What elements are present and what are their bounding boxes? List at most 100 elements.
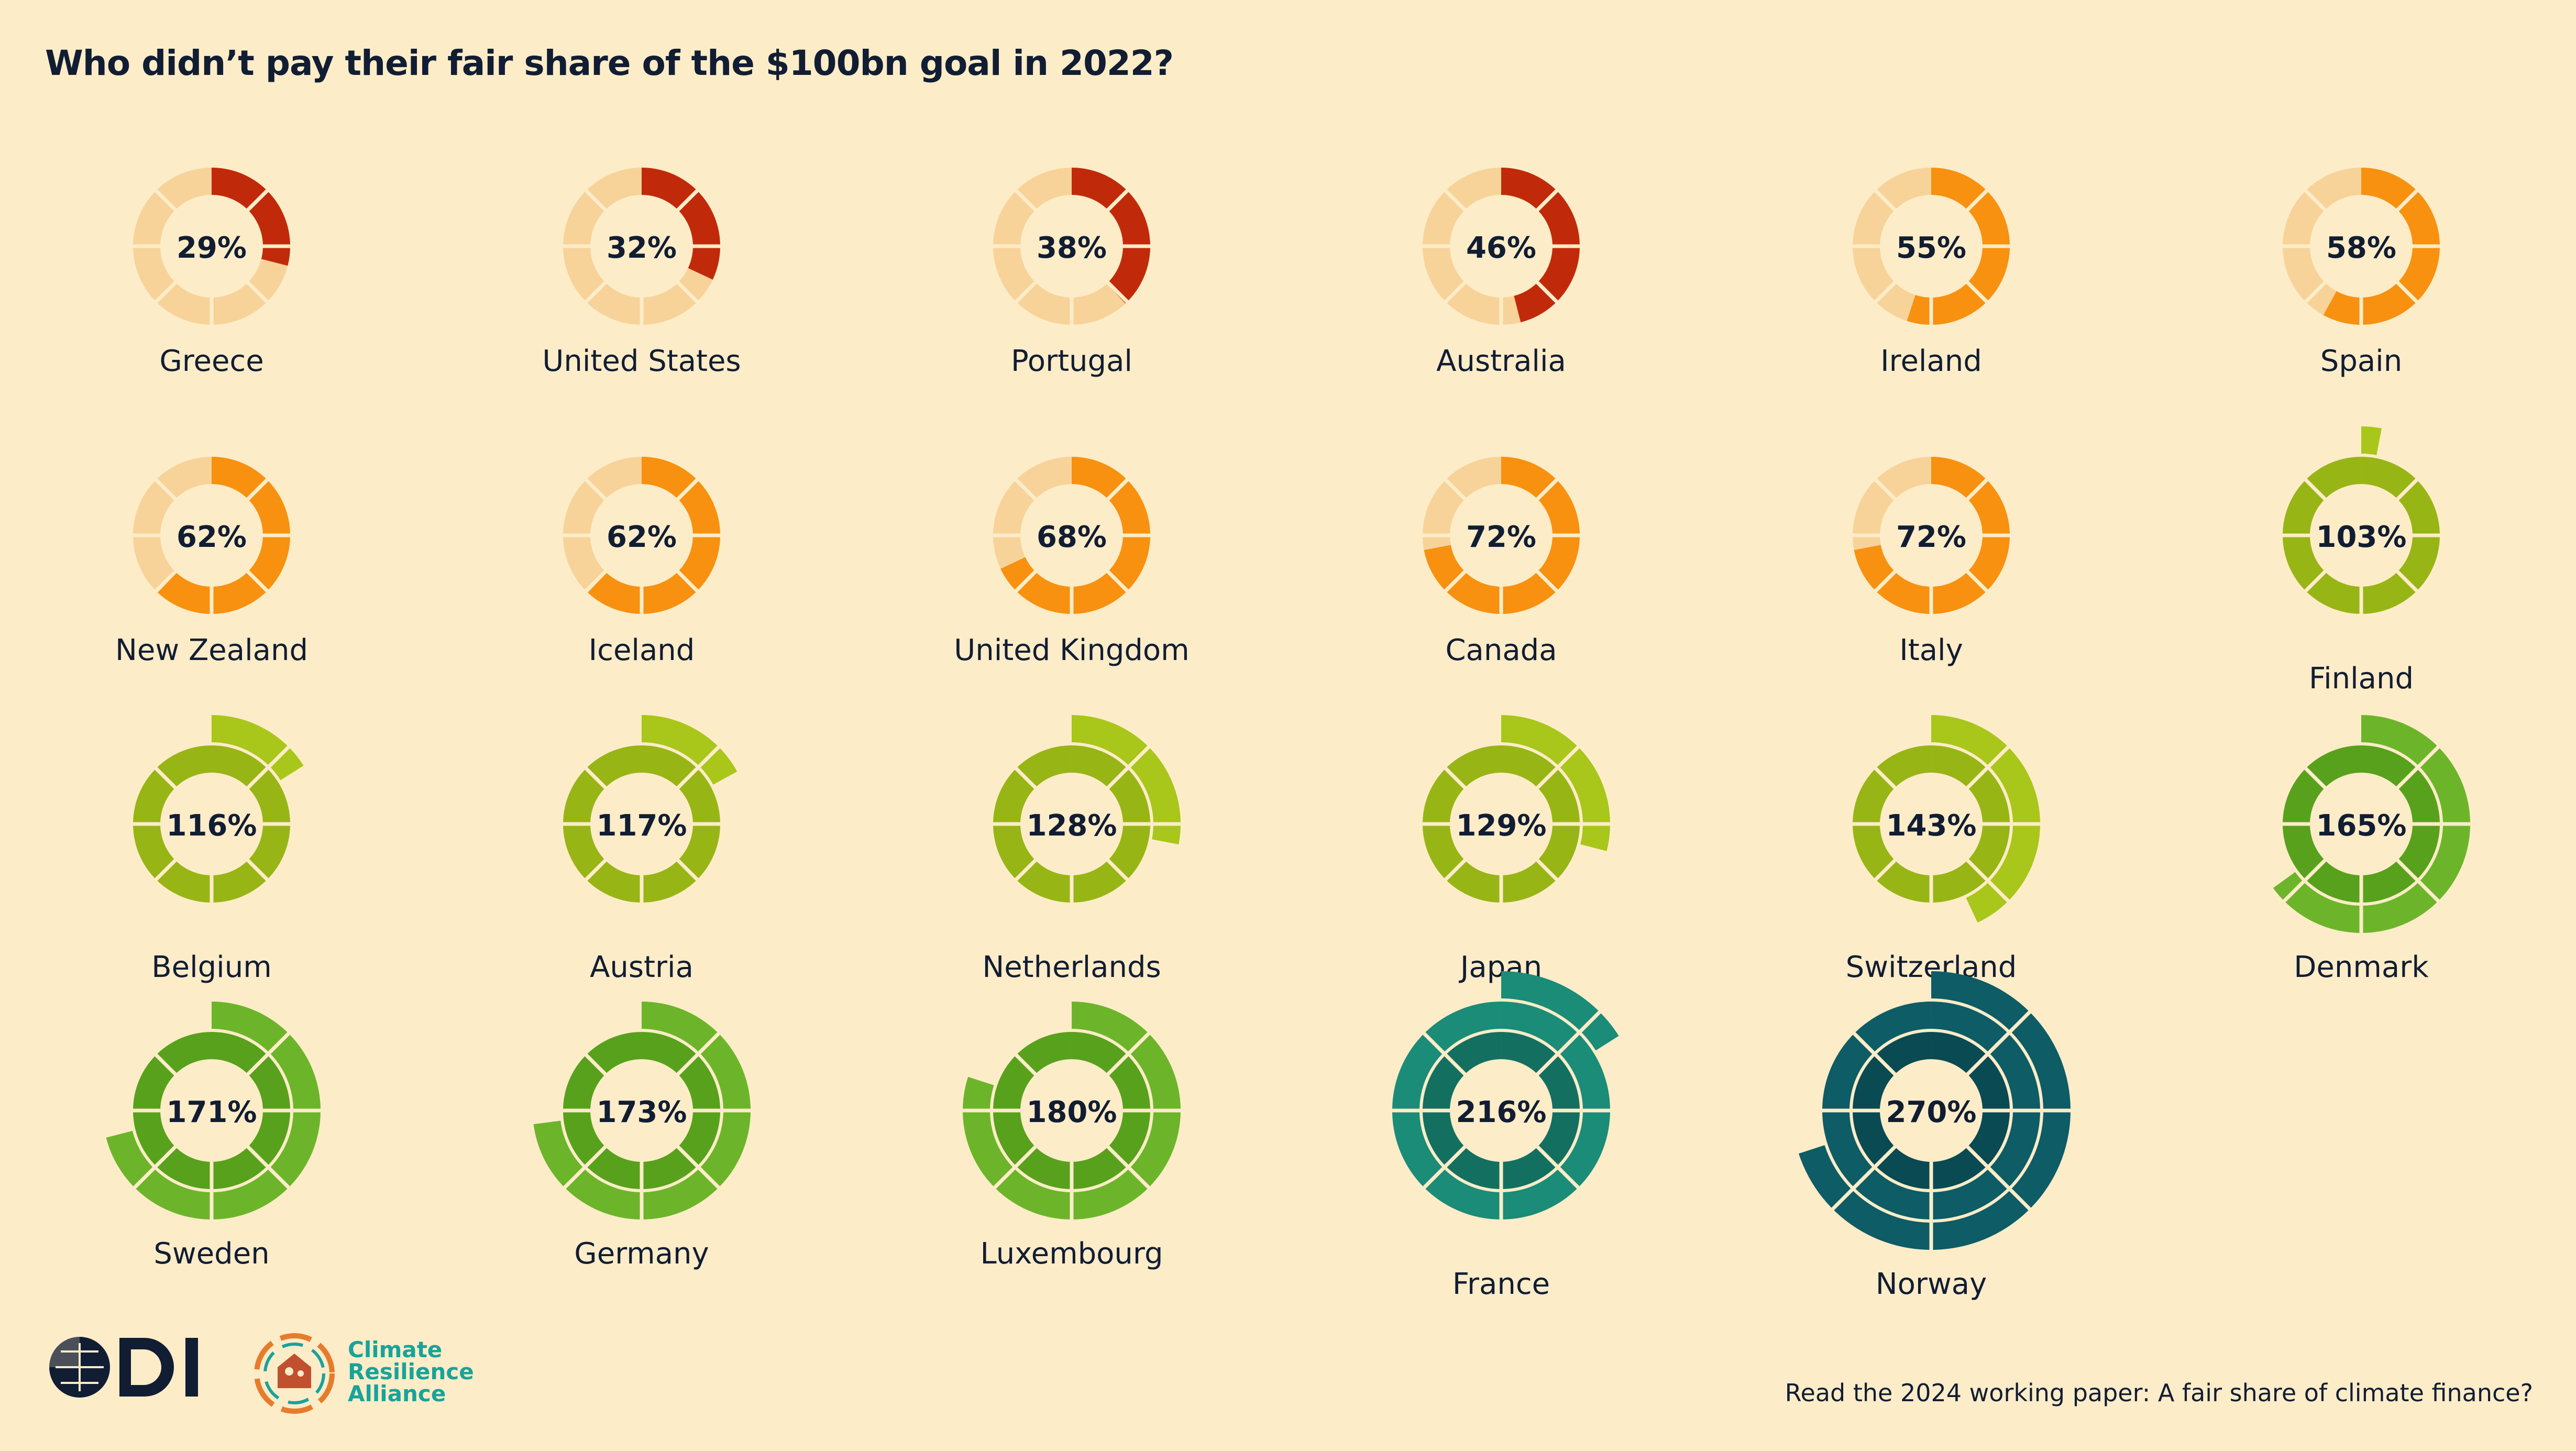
segment-divider — [1874, 281, 1897, 304]
segment-divider — [268, 1167, 291, 1190]
country-label: Norway — [1876, 1267, 1987, 1301]
gauge-norway: 270% Norway — [1799, 971, 2071, 1301]
segment-divider — [1536, 189, 1559, 212]
segment-divider — [154, 1145, 177, 1168]
value-label: 103% — [2316, 520, 2406, 554]
segment-divider — [2396, 766, 2419, 789]
segment-divider — [1014, 1053, 1037, 1076]
country-label: Spain — [2320, 344, 2402, 378]
segment-divider — [676, 570, 699, 593]
segment-divider — [2396, 859, 2419, 882]
segment-divider — [1852, 1167, 1875, 1190]
segment-divider — [676, 1053, 699, 1076]
segment-divider — [133, 1167, 156, 1190]
segment-divider — [154, 1053, 177, 1076]
segment-divider — [1106, 281, 1129, 304]
country-label: Netherlands — [982, 950, 1161, 984]
ring-2-fill — [1501, 715, 1611, 851]
segment-divider — [2304, 189, 2327, 212]
gauge-iceland: 62% Iceland — [563, 457, 721, 667]
segment-divider — [1444, 1053, 1467, 1076]
segment-divider — [1444, 1145, 1467, 1168]
segment-divider — [1536, 859, 1559, 882]
segment-divider — [1128, 1167, 1151, 1190]
segment-divider — [584, 766, 607, 789]
segment-divider — [584, 478, 607, 501]
segment-divider — [268, 1031, 291, 1054]
ring-1-fill — [158, 457, 290, 614]
value-label: 173% — [596, 1095, 687, 1129]
country-label: United States — [542, 344, 741, 378]
cra-line-3: Alliance — [348, 1381, 446, 1406]
segment-divider — [1987, 1031, 2010, 1054]
segment-divider — [1852, 1031, 1875, 1054]
segment-divider — [1444, 766, 1467, 789]
gauge-ireland: 55% Ireland — [1852, 168, 2010, 378]
segment-divider — [1014, 281, 1037, 304]
gauge-switzerland: 143%Switzerland — [1846, 715, 2041, 984]
segment-divider — [154, 189, 177, 212]
gauge-germany: 173% Germany — [533, 1002, 751, 1271]
segment-divider — [1106, 570, 1129, 593]
segment-divider — [154, 570, 177, 593]
segment-divider — [584, 281, 607, 304]
segment-divider — [1014, 766, 1037, 789]
country-label: Sweden — [153, 1237, 269, 1271]
segment-divider — [154, 859, 177, 882]
segment-divider — [563, 1167, 586, 1190]
segment-divider — [1014, 570, 1037, 593]
ring-2-fill — [2361, 426, 2382, 455]
segment-divider — [1444, 859, 1467, 882]
value-label: 29% — [177, 231, 247, 265]
segment-divider — [1557, 1167, 1580, 1190]
country-label: France — [1452, 1267, 1550, 1301]
gauge-belgium: 116% Belgium — [133, 715, 304, 984]
segment-divider — [246, 570, 269, 593]
segment-divider — [2304, 766, 2327, 789]
segment-divider — [1106, 189, 1129, 212]
segment-divider — [2009, 1010, 2032, 1033]
value-label: 62% — [177, 520, 247, 554]
segment-divider — [1536, 766, 1559, 789]
country-label: Ireland — [1880, 344, 1982, 378]
gauge-japan: 129%Japan — [1422, 715, 1611, 984]
cra-logo-text: Climate Resilience Alliance — [348, 1339, 474, 1405]
country-label: Belgium — [151, 950, 272, 984]
segment-divider — [1536, 281, 1559, 304]
gauge-sweden: 171% Sweden — [106, 1002, 321, 1271]
segment-divider — [1966, 189, 1989, 212]
segment-divider — [1536, 570, 1559, 593]
value-label: 180% — [1026, 1095, 1117, 1129]
segment-divider — [698, 745, 721, 768]
gauge-new-zealand: 62% New Zealand — [115, 457, 308, 667]
gauge-austria: 117% Austria — [563, 715, 737, 984]
working-paper-link[interactable]: Read the 2024 working paper: A fair shar… — [1785, 1379, 2533, 1407]
gauge-italy: 72% Italy — [1852, 457, 2010, 667]
segment-divider — [1536, 1145, 1559, 1168]
segment-divider — [1014, 189, 1037, 212]
segment-divider — [1536, 1053, 1559, 1076]
segment-divider — [246, 281, 269, 304]
value-label: 165% — [2316, 809, 2406, 843]
gauge-france: 216% France — [1392, 971, 1619, 1301]
segment-divider — [1966, 570, 1989, 593]
segment-divider — [584, 1145, 607, 1168]
value-label: 32% — [607, 231, 677, 265]
segment-divider — [2009, 1188, 2032, 1211]
gauge-australia: 46% Australia — [1422, 168, 1580, 378]
value-label: 68% — [1037, 520, 1107, 554]
country-label: Austria — [590, 950, 693, 984]
segment-divider — [676, 859, 699, 882]
ring-2-fill — [212, 715, 304, 781]
segment-divider — [1557, 745, 1580, 768]
country-label: Iceland — [589, 633, 695, 667]
value-label: 38% — [1037, 231, 1107, 265]
segment-divider — [2417, 745, 2440, 768]
ring-3-fill — [1501, 971, 1619, 1051]
segment-divider — [1014, 1145, 1037, 1168]
country-label: Australia — [1436, 344, 1566, 378]
segment-divider — [1444, 281, 1467, 304]
segment-divider — [584, 1053, 607, 1076]
segment-divider — [1444, 570, 1467, 593]
segment-divider — [246, 189, 269, 212]
